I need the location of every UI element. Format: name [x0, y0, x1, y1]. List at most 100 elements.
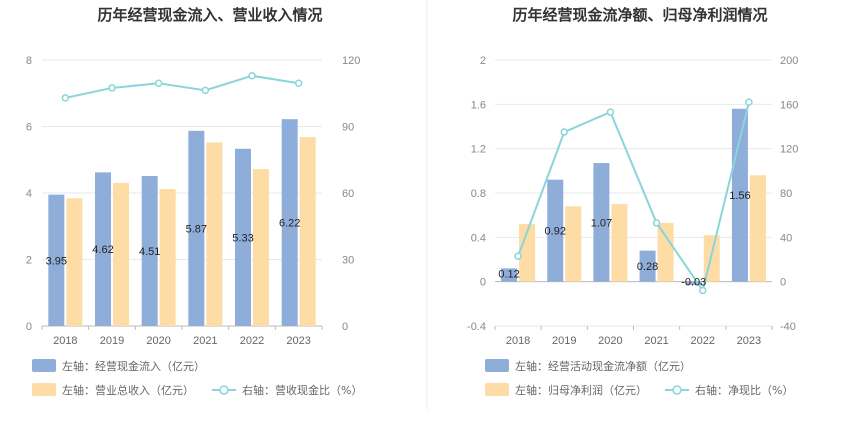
x-axis-label: 2020	[146, 335, 170, 347]
bar-data-label: 5.33	[232, 232, 253, 244]
line-point	[652, 219, 661, 227]
legend-swatch-secondary	[32, 383, 56, 396]
right-axis-tick: 30	[342, 255, 354, 267]
line-point	[514, 252, 522, 260]
bar-primary	[141, 176, 158, 326]
bar-data-label: 0.12	[498, 269, 519, 281]
bar-data-label: 4.51	[139, 246, 160, 258]
legend-label-primary: 左轴：经营活动现金流净额（亿元）	[515, 359, 691, 373]
bar-data-label: 1.56	[729, 190, 750, 202]
left-axis-tick: 1.6	[471, 99, 486, 111]
bar-data-label: 3.95	[46, 255, 67, 267]
bar-primary	[685, 281, 702, 285]
x-axis-label: 2019	[552, 335, 576, 347]
left-axis-tick: 0.4	[471, 232, 486, 244]
chart-title: 历年经营现金流净额、归母净利润情况	[512, 6, 767, 24]
left-axis-tick: 1.2	[471, 144, 486, 156]
x-axis-label: 2022	[240, 335, 264, 347]
bar-secondary	[159, 189, 176, 326]
line-point	[745, 98, 753, 106]
left-axis-tick: 4	[26, 188, 32, 200]
right-axis-tick: 200	[780, 55, 798, 67]
legend-label-secondary: 左轴：营业总收入（亿元）	[62, 383, 194, 397]
bar-secondary	[299, 137, 316, 326]
bar-data-label: 6.22	[279, 218, 300, 230]
left-axis-tick: 8	[26, 55, 32, 67]
right-axis-tick: 60	[342, 188, 354, 200]
bar-primary	[593, 163, 610, 282]
chart-legend: 左轴：经营活动现金流净额（亿元） 左轴：归母净利润（亿元） 右轴：净现比（%）	[485, 359, 793, 397]
legend-swatch-line-marker	[219, 385, 229, 395]
line-point	[108, 84, 116, 92]
bar-secondary	[113, 183, 129, 326]
line-point	[294, 79, 303, 88]
legend-label-secondary: 左轴：归母净利润（亿元）	[515, 383, 647, 397]
legend-swatch-line-marker	[672, 385, 682, 395]
x-axis-label: 2021	[193, 335, 217, 347]
right-axis-tick: 40	[780, 232, 792, 244]
chart-legend: 左轴：经营现金流入（亿元） 左轴：营业总收入（亿元） 右轴：营收现金比（%）	[32, 359, 362, 397]
left-axis-tick: 6	[26, 122, 32, 134]
right-axis-tick: 0	[342, 321, 348, 333]
right-axis-tick: 120	[342, 55, 360, 67]
bar-data-label: 1.07	[591, 217, 612, 229]
bar-data-label: 5.87	[186, 223, 207, 235]
bar-primary	[188, 130, 205, 326]
line-point	[699, 286, 707, 295]
line-series	[65, 74, 299, 99]
x-axis-label: 2019	[100, 335, 124, 347]
bar-primary	[281, 119, 298, 326]
legend-swatch-primary	[485, 359, 509, 372]
line-point	[248, 71, 256, 80]
legend-swatch-secondary	[485, 383, 509, 396]
bar-secondary	[565, 206, 582, 282]
left-axis-tick: 2	[480, 55, 486, 67]
bar-secondary	[657, 222, 674, 282]
bar-secondary	[253, 169, 269, 326]
x-axis-label: 2021	[644, 335, 668, 347]
legend-label-primary: 左轴：经营现金流入（亿元）	[62, 359, 205, 373]
x-axis-label: 2018	[53, 335, 77, 347]
line-point	[154, 79, 163, 88]
bar-secondary	[206, 142, 223, 326]
bar-secondary	[749, 175, 766, 282]
x-axis-label: 2022	[691, 335, 715, 347]
right-axis-tick: 160	[780, 99, 798, 111]
chart-title: 历年经营现金流入、营业收入情况	[97, 6, 322, 24]
legend-label-line: 右轴：营收现金比（%）	[242, 383, 362, 397]
right-axis-tick: 90	[342, 122, 354, 134]
bar-data-label: 0.92	[545, 226, 566, 238]
chart-panel-1: 历年经营现金流入、营业收入情况 0 2 4 6 8 0 30 60 90 120 2018 2019 20…	[26, 6, 363, 397]
bar-primary	[95, 172, 111, 326]
left-axis-tick: 2	[26, 255, 32, 267]
line-point	[61, 94, 70, 102]
bar-secondary	[519, 224, 536, 282]
bar-primary	[48, 194, 65, 326]
x-axis-label: 2020	[598, 335, 622, 347]
right-axis-tick: 80	[780, 188, 792, 200]
left-axis-tick: 0	[26, 321, 32, 333]
bar-secondary	[66, 198, 83, 326]
legend-label-line: 右轴：净现比（%）	[695, 383, 793, 397]
x-axis-label: 2018	[506, 335, 530, 347]
bar-secondary	[611, 204, 628, 282]
right-axis-tick: 0	[780, 277, 786, 289]
legend-swatch-primary	[32, 359, 56, 372]
left-axis-tick: 0.8	[471, 188, 486, 200]
right-axis-tick: 120	[780, 144, 798, 156]
bar-data-label: -0.03	[681, 277, 706, 289]
chart-panel-2: 历年经营现金流净额、归母净利润情况 -0.4 0 0.4 0.8 1.2 1.6 2 -40 0 4…	[467, 6, 798, 397]
left-axis-tick: -0.4	[467, 321, 486, 333]
right-axis-tick: -40	[780, 321, 796, 333]
bar-data-label: 0.28	[637, 261, 658, 273]
line-point	[201, 86, 210, 95]
x-axis-label: 2023	[286, 335, 310, 347]
x-axis-label: 2023	[737, 335, 761, 347]
left-axis-tick: 0	[480, 277, 486, 289]
bar-primary	[501, 268, 518, 282]
line-series	[517, 101, 750, 293]
bar-primary	[639, 250, 656, 282]
bar-data-label: 4.62	[92, 244, 113, 256]
